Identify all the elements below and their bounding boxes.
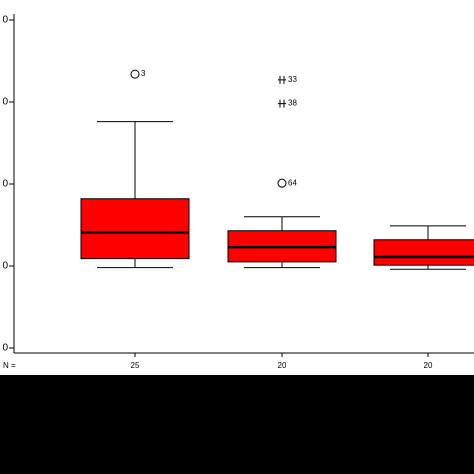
y-tick-label: 0	[2, 261, 8, 272]
n-label: 20	[424, 361, 433, 370]
y-tick-label: 0	[2, 343, 8, 354]
outlier-label: 38	[288, 99, 297, 108]
n-label: 20	[278, 361, 287, 370]
y-tick-label: 0	[2, 97, 8, 108]
outlier-label: 64	[288, 178, 297, 187]
n-label: 25	[131, 361, 140, 370]
outlier-label: 33	[288, 75, 297, 84]
outlier	[130, 69, 140, 79]
box	[373, 239, 474, 266]
y-tick-label: 0	[2, 15, 8, 26]
outlier	[278, 75, 286, 84]
n-prefix: N =	[3, 361, 16, 370]
outlier-label: 3	[141, 69, 146, 78]
bottom-band	[0, 375, 474, 474]
box	[80, 198, 190, 260]
outlier	[278, 99, 286, 108]
outlier	[277, 178, 287, 188]
y-tick-label: 0	[2, 179, 8, 190]
